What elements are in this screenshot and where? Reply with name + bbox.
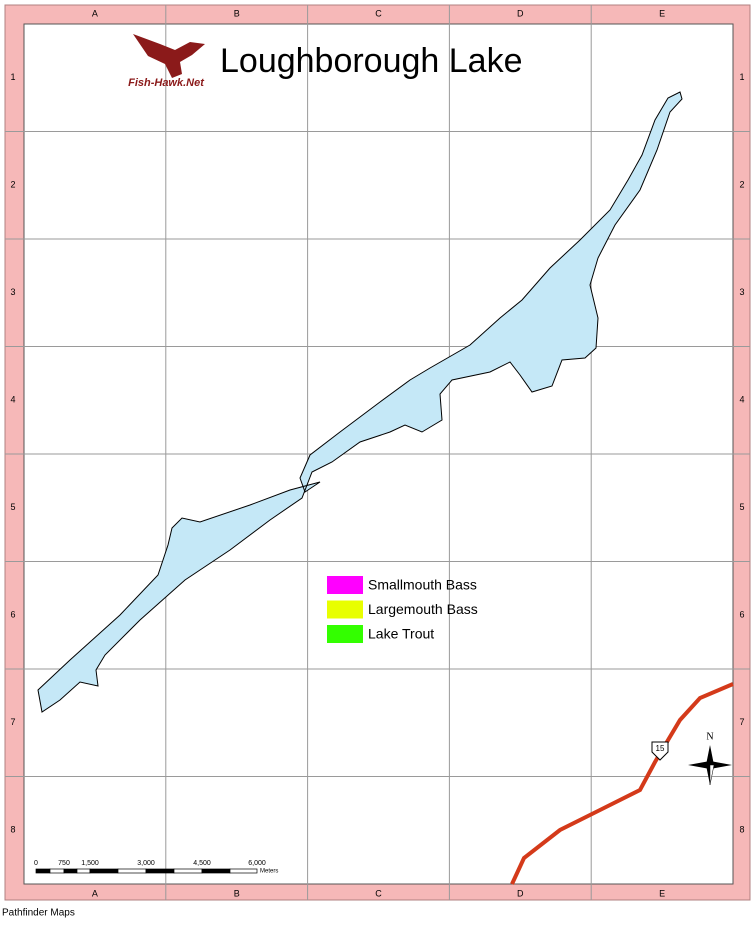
scale-segment: [76, 868, 91, 874]
scale-segment: [201, 868, 231, 874]
scale-bar: 0 750 1,500 3,000 4,500 6,000 Meters: [34, 860, 278, 875]
row-label: 6: [739, 610, 744, 620]
scale-segment: [173, 868, 203, 874]
row-label: 1: [10, 72, 15, 82]
scale-label: 4,500: [193, 860, 211, 867]
column-label: C: [375, 888, 382, 898]
scale-segment: [35, 868, 51, 874]
scale-segment: [117, 868, 147, 874]
column-label: B: [234, 888, 240, 898]
row-label: 2: [10, 180, 15, 190]
scale-label: 1,500: [81, 860, 99, 867]
logo: [133, 34, 205, 78]
scale-segment: [229, 868, 258, 874]
scale-label: 3,000: [137, 860, 155, 867]
scale-label: 750: [58, 860, 70, 867]
highway-road: [510, 682, 734, 885]
column-label: D: [517, 8, 524, 18]
scale-label: 6,000: [248, 860, 266, 867]
grid: [5, 5, 750, 900]
row-label: 8: [10, 825, 15, 835]
legend-swatch: [327, 625, 363, 643]
legend-label: Lake Trout: [368, 626, 434, 642]
row-label: 6: [10, 610, 15, 620]
legend-label: Smallmouth Bass: [368, 577, 477, 593]
row-label: 2: [739, 180, 744, 190]
highway-shield: [651, 741, 669, 761]
scale-segment: [89, 868, 119, 874]
scale-label: 0: [34, 860, 38, 867]
column-label: B: [234, 8, 240, 18]
compass-rose: [688, 745, 732, 786]
row-label: 1: [739, 72, 744, 82]
column-label: A: [92, 888, 98, 898]
highway-label: 15: [656, 744, 665, 753]
scale-segment: [63, 868, 78, 874]
scale-segment: [145, 868, 175, 874]
row-label: 4: [739, 395, 744, 405]
legend: Smallmouth Bass Largemouth Bass Lake Trout: [327, 576, 478, 643]
compass-label: N: [706, 731, 713, 742]
row-label: 8: [739, 825, 744, 835]
scale-segment: [49, 868, 65, 874]
row-label: 3: [10, 287, 15, 297]
column-label: E: [659, 888, 665, 898]
legend-swatch: [327, 600, 363, 619]
row-label: 5: [739, 502, 744, 512]
scale-unit: Meters: [260, 869, 278, 875]
map-title: Loughborough Lake: [220, 42, 523, 80]
legend-label: Largemouth Bass: [368, 601, 478, 617]
row-label: 7: [739, 717, 744, 727]
row-label: 5: [10, 502, 15, 512]
logo-text: Fish-Hawk.Net: [128, 77, 205, 89]
footer-credit: Pathfinder Maps: [2, 908, 75, 919]
column-label: D: [517, 888, 524, 898]
row-label: 3: [739, 287, 744, 297]
column-label: E: [659, 8, 665, 18]
column-label: A: [92, 8, 98, 18]
row-label: 4: [10, 395, 15, 405]
legend-swatch: [327, 576, 363, 594]
column-label: C: [375, 8, 382, 18]
row-label: 7: [10, 717, 15, 727]
lake: [37, 91, 683, 713]
